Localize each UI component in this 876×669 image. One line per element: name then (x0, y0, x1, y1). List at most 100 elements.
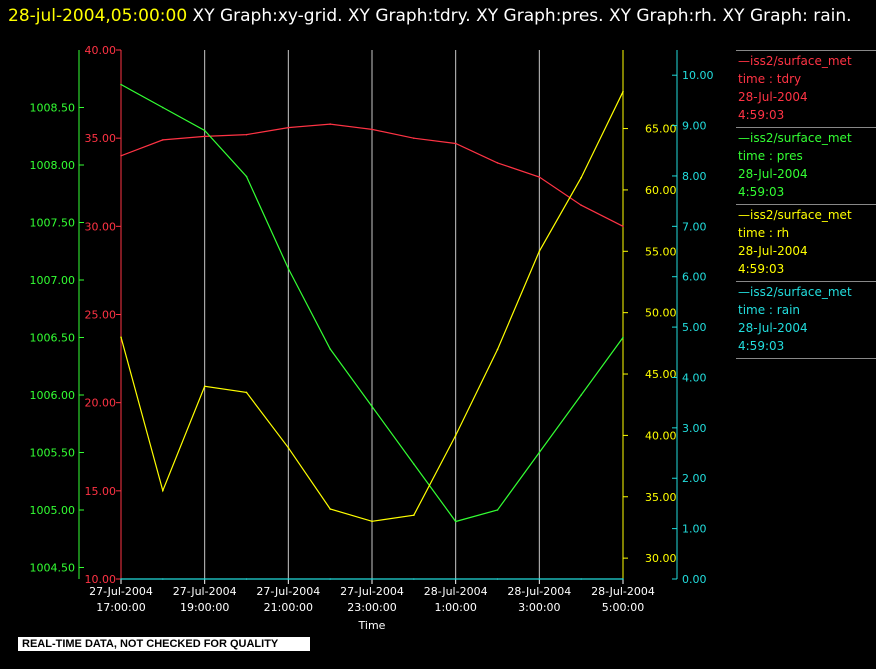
x-tick-label-time: 19:00:00 (180, 601, 229, 614)
legend-date: 28-Jul-2004 (738, 321, 808, 335)
x-tick-label-time: 5:00:00 (602, 601, 644, 614)
x-tick-label-time: 23:00:00 (347, 601, 396, 614)
series-rain-point (329, 578, 331, 580)
legend-variable: time : rain (738, 303, 801, 317)
series-rain-point (622, 578, 624, 580)
rain-axis-tick-label: 10.00 (682, 69, 714, 82)
x-tick-label-date: 27-Jul-2004 (89, 585, 153, 598)
series-rh-point (329, 508, 331, 510)
x-tick-label-date: 28-Jul-2004 (424, 585, 488, 598)
rh-axis-tick-label: 45.00 (645, 368, 677, 381)
tdry-axis-tick-label: 30.00 (85, 220, 117, 233)
pres-axis-tick-label: 1004.50 (30, 562, 76, 575)
series-pres-point (454, 520, 457, 523)
series-rain-point (203, 578, 206, 580)
x-tick-label-time: 3:00:00 (518, 601, 560, 614)
series-pres-point (245, 175, 248, 178)
series-rain-point (162, 578, 164, 580)
tdry-axis-tick-label: 20.00 (85, 397, 117, 410)
series-pres-point (580, 394, 582, 396)
x-tick-label-date: 28-Jul-2004 (591, 585, 655, 598)
tdry-axis-tick-label: 10.00 (85, 573, 117, 586)
series-rain-point (496, 578, 499, 580)
x-tick-label-date: 27-Jul-2004 (340, 585, 404, 598)
series-pres-point (120, 83, 122, 86)
series-rh-point (245, 391, 248, 394)
legend-date: 28-Jul-2004 (738, 244, 808, 258)
rh-axis-tick-label: 60.00 (645, 184, 677, 197)
x-tick-label-date: 28-Jul-2004 (507, 585, 571, 598)
rain-axis-tick-label: 7.00 (682, 220, 707, 233)
pres-axis-tick-label: 1005.50 (30, 447, 76, 460)
legend-time: 4:59:03 (738, 339, 785, 353)
series-tdry-point (538, 176, 541, 178)
series-rh-point (413, 514, 415, 516)
rh-axis-tick-label: 65.00 (645, 123, 677, 136)
series-pres-point (413, 463, 415, 465)
tdry-axis-tick-label: 40.00 (85, 44, 117, 57)
series-rain-point (120, 578, 122, 580)
series-pres-point (496, 509, 499, 511)
series-tdry-point (245, 133, 248, 136)
legend: iss2/surface_met time : tdry 28-Jul-2004… (736, 50, 876, 359)
title-graph-list: XY Graph:xy-grid. XY Graph:tdry. XY Grap… (192, 6, 852, 26)
legend-time: 4:59:03 (738, 108, 785, 122)
series-pres-point (622, 336, 624, 339)
legend-entry-pres: iss2/surface_met time : pres 28-Jul-2004… (736, 127, 876, 204)
pres-axis-tick-label: 1008.50 (30, 102, 76, 115)
title-timestamp: 28-jul-2004,05:00:00 (8, 6, 188, 26)
pres-axis-tick-label: 1006.50 (30, 332, 76, 345)
legend-entry-tdry: iss2/surface_met time : tdry 28-Jul-2004… (736, 50, 876, 127)
series-pres-point (371, 405, 373, 408)
legend-entry-rain: iss2/surface_met time : rain 28-Jul-2004… (736, 281, 876, 359)
legend-variable: time : rh (738, 226, 790, 240)
series-rain-point (580, 578, 582, 580)
series-tdry-point (287, 126, 290, 129)
x-tick-label-date: 27-Jul-2004 (173, 585, 237, 598)
x-tick-label-time: 17:00:00 (96, 601, 145, 614)
series-pres-point (287, 267, 290, 270)
series-rh-point (371, 520, 373, 523)
rh-axis-tick-label: 30.00 (645, 552, 677, 565)
series-tdry-point (162, 139, 164, 141)
legend-variable: time : tdry (738, 72, 802, 86)
tdry-axis-tick-label: 25.00 (85, 309, 117, 322)
series-rh-point (454, 434, 457, 437)
series-tdry-point (580, 204, 582, 206)
legend-source: iss2/surface_met (738, 129, 876, 147)
series-tdry-point (622, 225, 624, 228)
rh-axis-tick-label: 55.00 (645, 245, 677, 258)
series-pres-point (203, 129, 206, 132)
pres-axis-tick-label: 1005.00 (30, 504, 76, 517)
series-rain-point (454, 578, 457, 580)
pres-axis-tick-label: 1006.00 (30, 389, 76, 402)
x-tick-label-time: 21:00:00 (264, 601, 313, 614)
rain-axis-tick-label: 8.00 (682, 170, 707, 183)
series-rh-point (496, 348, 499, 351)
series-pres-point (329, 348, 331, 350)
series-tdry-point (203, 135, 206, 138)
series-rain-point (413, 578, 415, 580)
legend-source: iss2/surface_met (738, 206, 876, 224)
rh-axis-tick-label: 40.00 (645, 429, 677, 442)
series-tdry-point (454, 142, 457, 145)
series-tdry-point (496, 162, 499, 164)
rain-axis-tick-label: 9.00 (682, 120, 707, 133)
rain-axis-tick-label: 0.00 (682, 573, 707, 586)
series-rh-point (538, 250, 541, 253)
tdry-axis-tick-label: 15.00 (85, 485, 117, 498)
legend-entry-rh: iss2/surface_met time : rh 28-Jul-2004 4… (736, 204, 876, 281)
legend-source: iss2/surface_met (738, 52, 876, 70)
pres-axis-tick-label: 1008.00 (30, 159, 76, 172)
quality-notice: REAL-TIME DATA, NOT CHECKED FOR QUALITY (18, 637, 310, 651)
series-tdry-point (329, 123, 331, 125)
series-pres-point (162, 106, 164, 109)
rain-axis-tick-label: 3.00 (682, 422, 707, 435)
rain-axis-tick-label: 2.00 (682, 472, 707, 485)
series-rain-point (371, 578, 373, 580)
series-rh-point (287, 446, 290, 449)
series-rh-point (203, 385, 206, 388)
pres-axis-tick-label: 1007.00 (30, 274, 76, 287)
tdry-axis-tick-label: 35.00 (85, 132, 117, 145)
